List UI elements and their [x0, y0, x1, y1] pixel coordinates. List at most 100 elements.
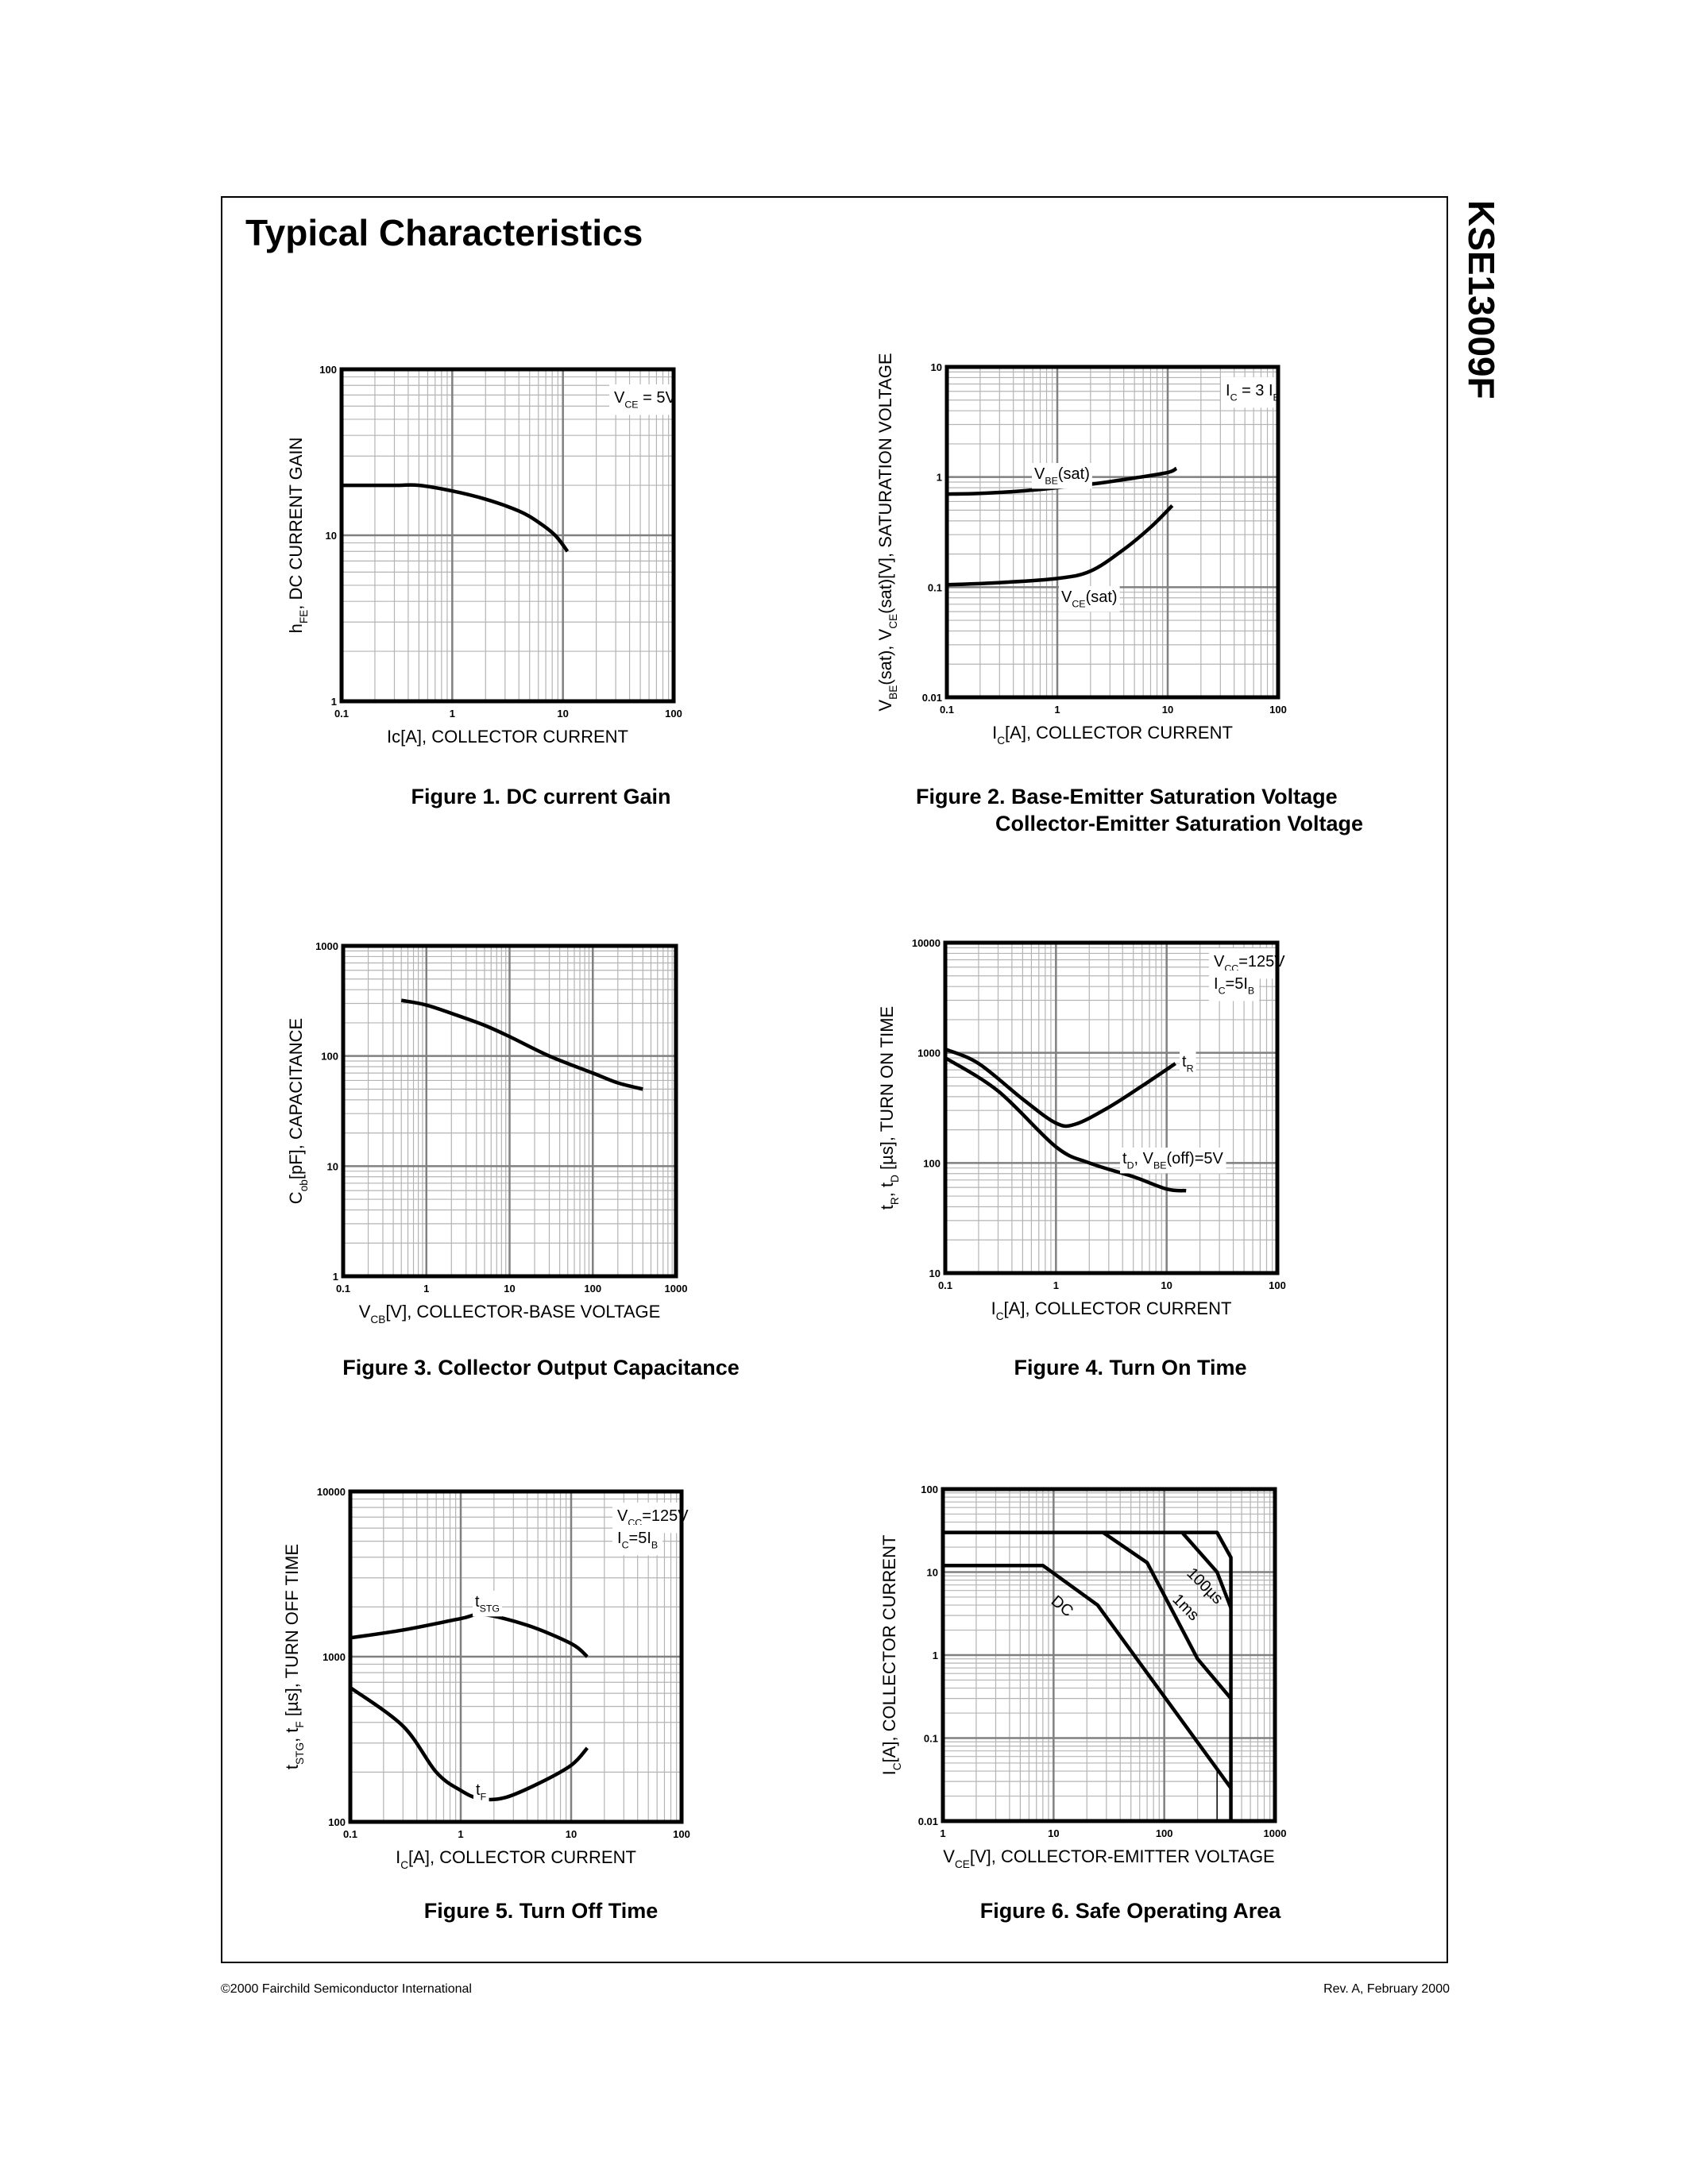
label-background [1221, 377, 1284, 408]
x-tick-label: 1 [450, 708, 455, 720]
x-tick-label: 10 [1161, 1279, 1172, 1291]
series-line-1 [350, 1612, 589, 1658]
series-line-1 [400, 998, 643, 1091]
x-tick-label: 0.1 [343, 1828, 357, 1840]
series-line-1 [944, 1047, 1176, 1129]
y-tick-label: 10000 [912, 937, 941, 949]
plot-border [339, 367, 676, 704]
label-background [1059, 586, 1120, 612]
y-tick-label: 1000 [315, 940, 338, 952]
footer-copyright: ©2000 Fairchild Semiconductor Internatio… [221, 1982, 472, 1996]
x-axis-label: VCB[V], COLLECTOR-BASE VOLTAGE [359, 1302, 661, 1325]
series-label: DC [1048, 1592, 1076, 1620]
series-line-1 [341, 483, 570, 553]
y-tick-label: 1000 [323, 1651, 346, 1663]
series-line-1 [943, 1563, 1233, 1789]
x-tick-label: 1000 [665, 1283, 688, 1295]
series-line-2 [944, 1056, 1187, 1193]
x-tick-label: 10 [557, 708, 568, 720]
y-tick-label: 10 [929, 1268, 941, 1279]
y-axis-label: tR, tD [µs], TURN ON TIME [877, 1006, 901, 1210]
x-tick-label: 100 [1269, 1279, 1286, 1291]
x-tick-label: 100 [673, 1828, 690, 1840]
x-tick-label: 1 [940, 1827, 945, 1839]
footer-revision: Rev. A, February 2000 [1323, 1982, 1450, 1996]
x-tick-label: 1 [1054, 704, 1060, 716]
x-axis-label: VCE[V], COLLECTOR-EMITTER VOLTAGE [943, 1846, 1274, 1870]
x-tick-label: 100 [1269, 704, 1287, 716]
series-label: VBE(sat) [1034, 465, 1090, 486]
series-line-4 [943, 1530, 1233, 1821]
x-tick-label: 10 [504, 1283, 515, 1295]
label-background [1120, 1148, 1226, 1174]
x-axis-label: IC[A], COLLECTOR CURRENT [991, 1298, 1232, 1322]
series-label: tF [476, 1781, 487, 1802]
y-tick-label: 10 [927, 1567, 938, 1579]
y-tick-label: 100 [923, 1157, 941, 1169]
figure-4-chart: 0.1 1 10 10010100100010000VCC=125VIC=5IBtRt… [877, 937, 1291, 1322]
plot-border [941, 1487, 1277, 1823]
figure-6-caption: Figure 6. Safe Operating Area [979, 1899, 1281, 1923]
y-axis-label: Cob[pF], CAPACITANCE [286, 1018, 310, 1204]
series-label: tSTG [475, 1593, 500, 1614]
y-tick-label: 100 [328, 1816, 346, 1828]
plot-border [943, 940, 1280, 1275]
page-title: Typical Characteristics [245, 212, 643, 253]
label-background [473, 1591, 503, 1617]
y-axis-label: hFE, DC CURRENT GAIN [286, 438, 310, 634]
x-tick-label: 1 [423, 1283, 429, 1295]
figure-1-caption: Figure 1. DC current Gain [411, 785, 671, 808]
series-label: tR [1182, 1053, 1194, 1074]
figure-2-caption-line1: Figure 2. Base-Emitter Saturation Voltag… [916, 785, 1338, 808]
x-axis-label: IC[A], COLLECTOR CURRENT [396, 1847, 636, 1871]
page-frame [221, 196, 1448, 1963]
y-axis-label: tSTG, tF [µs], TURN OFF TIME [282, 1544, 306, 1769]
y-axis-label: VBE(sat), VCE(sat)[V], SATURATION VOLTAG… [875, 353, 899, 711]
condition-annotation: IC=5IB [1214, 975, 1254, 996]
figure-5-caption: Figure 5. Turn Off Time [423, 1899, 659, 1923]
y-tick-label: 10 [326, 530, 337, 542]
figure-5-chart: 0.1 1 10 100100100010000VCC=125VIC=5IBtSTGt… [282, 1486, 694, 1871]
y-tick-label: 0.01 [922, 692, 942, 704]
y-tick-label: 100 [321, 1051, 338, 1063]
x-axis-label: IC[A], COLLECTOR CURRENT [992, 723, 1233, 747]
y-tick-label: 10 [931, 361, 942, 373]
figure-3-caption: Figure 3. Collector Output Capacitance [342, 1356, 740, 1379]
y-tick-label: 0.01 [918, 1815, 938, 1827]
y-tick-label: 1000 [917, 1048, 941, 1059]
plot-border [944, 365, 1280, 700]
label-background [1209, 970, 1260, 1001]
y-tick-label: 100 [319, 364, 337, 376]
condition-annotation: VCE = 5V [614, 389, 676, 410]
x-tick-label: 10 [1048, 1827, 1059, 1839]
x-tick-label: 1 [458, 1828, 463, 1840]
x-tick-label: 10 [566, 1828, 577, 1840]
plot-border [341, 943, 678, 1279]
y-tick-label: 1 [331, 696, 337, 708]
label-background [1180, 1051, 1196, 1077]
y-tick-label: 1 [333, 1271, 338, 1283]
y-tick-label: 10 [327, 1160, 338, 1172]
y-tick-label: 10000 [317, 1486, 346, 1498]
y-tick-label: 0.1 [924, 1733, 938, 1745]
x-tick-label: 0.1 [334, 708, 349, 720]
y-tick-label: 1 [933, 1650, 938, 1661]
label-background [612, 1525, 663, 1556]
plot-border [348, 1489, 684, 1824]
figure-4-caption: Figure 4. Turn On Time [1014, 1356, 1247, 1379]
x-tick-label: 100 [665, 708, 682, 720]
x-tick-label: 1000 [1264, 1827, 1287, 1839]
x-tick-label: 100 [584, 1283, 601, 1295]
series-label: tD, VBE(off)=5V [1122, 1150, 1223, 1171]
x-tick-label: 0.1 [940, 704, 954, 716]
y-tick-label: 100 [921, 1484, 938, 1495]
y-tick-label: 1 [937, 472, 942, 484]
x-tick-label: 100 [1156, 1827, 1173, 1839]
series-line-2 [946, 504, 1174, 587]
label-background [1032, 463, 1092, 489]
condition-annotation: IC=5IB [617, 1530, 658, 1550]
